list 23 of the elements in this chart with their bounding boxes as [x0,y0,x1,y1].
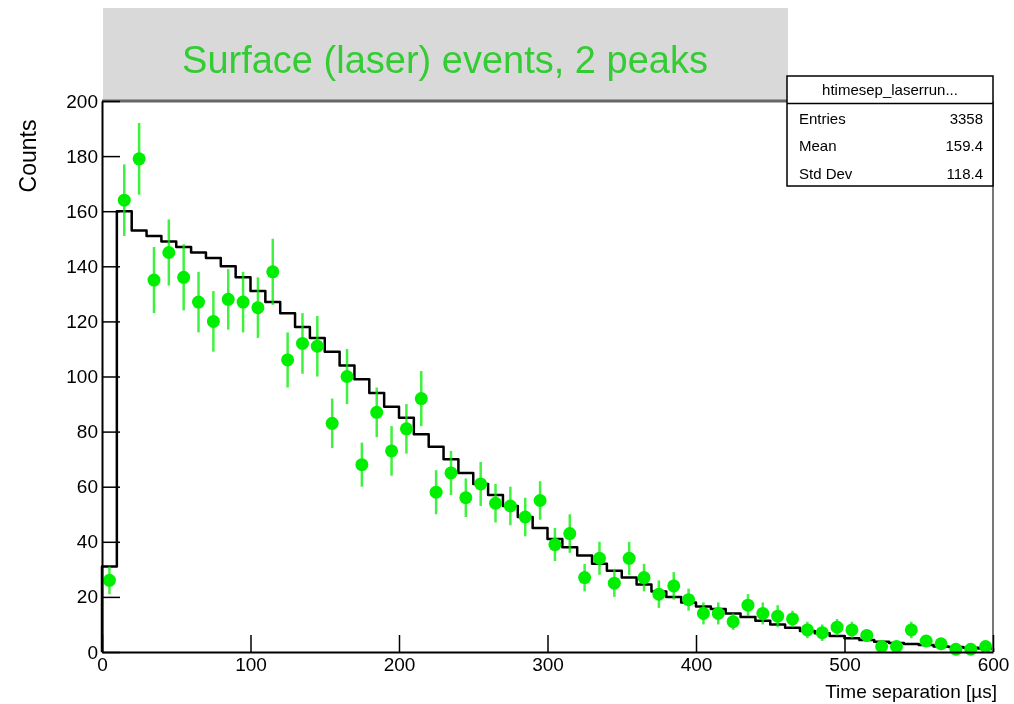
x-tick-label: 500 [829,654,861,676]
text: htimesep_laserrun... [822,81,958,98]
text: Mean 159.4 [799,137,983,154]
y-tick-label: 160 [66,200,98,222]
y-tick-label: 180 [66,145,98,167]
y-tick-label: 60 [76,476,98,498]
x-tick-label: 600 [977,654,1010,676]
chart-title: Surface (laser) events, 2 peaks [182,39,708,81]
text: Std Dev 118.4 [799,164,983,182]
y-axis-title: Counts [15,119,41,193]
x-tick-label: 400 [680,654,713,676]
y-tick-label: 120 [66,310,98,332]
x-tick-label: 300 [532,654,564,676]
y-tick-label: 140 [66,255,98,277]
y-tick-label: 200 [66,90,98,112]
x-tick-label: 200 [383,654,416,676]
x-tick-label: 100 [235,654,267,676]
y-tick-label: 80 [76,421,98,443]
y-tick-label: 100 [66,366,98,388]
text: Entries 3358 [799,109,983,127]
y-tick-label: 40 [76,531,98,553]
x-axis-title: Time separation [µs] [825,681,997,702]
y-tick-label: 20 [76,586,98,608]
